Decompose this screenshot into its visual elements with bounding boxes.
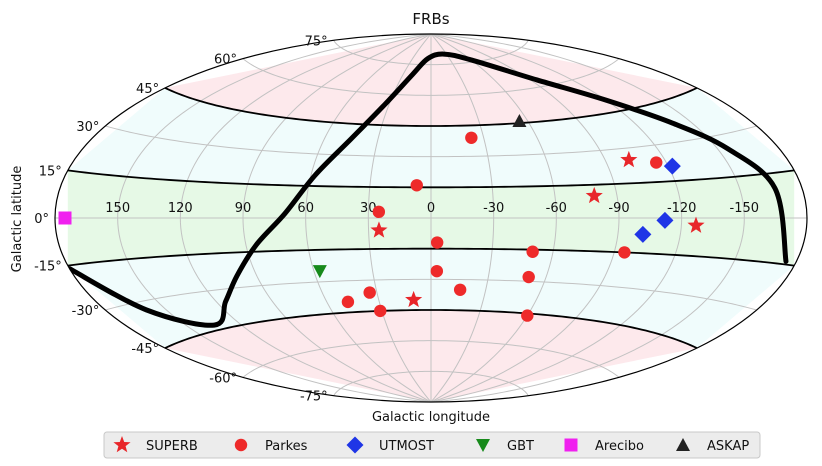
y-tick-label: 60° <box>214 53 237 68</box>
boundary-curve <box>67 51 789 328</box>
superb-point <box>370 221 388 238</box>
x-tick-label: -30 <box>483 201 504 216</box>
legend-marker-arecibo <box>564 438 578 452</box>
band-edge <box>67 169 795 189</box>
meridian-line <box>430 34 620 402</box>
band-edge <box>164 87 698 127</box>
meridian-line <box>305 34 432 402</box>
frb-points <box>58 113 705 322</box>
parkes-point <box>374 304 387 318</box>
x-tick-label: -90 <box>608 201 629 216</box>
parkes-point <box>526 245 539 258</box>
band-edge <box>67 247 795 267</box>
askap-point <box>512 113 527 127</box>
x-axis-label: Galactic longitude <box>372 410 490 425</box>
legend-marker-superb <box>113 436 131 453</box>
parkes-point <box>341 295 355 309</box>
longitude-tick-labels: 150 120 90 60 30 0 -30 -60 -90 -120 -150 <box>105 201 759 216</box>
y-tick-label: -15° <box>34 260 62 275</box>
superb-point <box>585 186 603 204</box>
y-tick-label: 0° <box>34 212 49 227</box>
legend-marker-gbt <box>476 439 490 452</box>
legend: SUPERB Parkes UTMOST GBT Arecibo ASKAP <box>103 431 761 459</box>
y-axis-label: Galactic latitude <box>10 166 25 273</box>
y-tick-label: -60° <box>209 371 237 386</box>
legend-label-utmost: UTMOST <box>379 439 434 454</box>
gbt-point <box>312 265 327 279</box>
parkes-point <box>430 264 444 278</box>
x-tick-label: 120 <box>168 201 193 216</box>
legend-label-gbt: GBT <box>507 439 534 454</box>
band-edge-lines <box>67 87 795 349</box>
meridian-line <box>179 34 432 402</box>
legend-marker-parkes <box>234 438 248 452</box>
x-tick-label: 0 <box>427 201 435 216</box>
parkes-point <box>522 270 535 284</box>
latitude-tick-labels: 75° 60° 45° 30° 15° 0° -15° -30° -45° -60° -75° <box>34 34 328 404</box>
x-tick-label: -120 <box>667 201 697 216</box>
galactic-boundary-curve <box>67 51 789 328</box>
arecibo-point <box>58 211 72 225</box>
band-edge <box>164 309 698 349</box>
meridian-line <box>430 34 745 402</box>
meridian-line <box>242 34 432 402</box>
utmost-point <box>634 225 652 243</box>
legend-marker-askap <box>676 438 690 451</box>
parkes-point <box>410 179 423 192</box>
y-tick-label: -75° <box>300 390 328 405</box>
parkes-point <box>465 131 478 145</box>
y-tick-label: 15° <box>39 164 62 179</box>
x-tick-label: -60 <box>546 201 567 216</box>
parkes-point <box>430 236 444 249</box>
x-tick-label: -150 <box>730 201 760 216</box>
parkes-point <box>372 205 386 219</box>
parkes-point <box>521 309 534 322</box>
chart-title: FRBs <box>412 10 449 28</box>
meridian-line <box>430 34 557 402</box>
x-tick-label: 90 <box>235 201 252 216</box>
y-tick-label: -30° <box>72 304 100 319</box>
parkes-point <box>453 283 467 296</box>
y-tick-label: 45° <box>136 82 159 97</box>
y-tick-label: 75° <box>305 34 328 49</box>
legend-marker-utmost <box>346 436 364 454</box>
parkes-point <box>618 246 631 259</box>
legend-label-arecibo: Arecibo <box>595 439 644 454</box>
legend-label-askap: ASKAP <box>707 439 749 454</box>
meridian-line <box>117 34 432 402</box>
superb-point <box>687 216 705 233</box>
map-outline <box>54 33 808 403</box>
parkes-point <box>363 286 376 299</box>
utmost-point <box>656 211 674 229</box>
meridian-line <box>430 34 495 402</box>
superb-point <box>620 150 638 168</box>
parkes-point <box>650 156 663 169</box>
utmost-point <box>663 157 681 175</box>
x-tick-label: 150 <box>105 201 130 216</box>
legend-label-parkes: Parkes <box>265 439 308 454</box>
y-tick-label: -45° <box>131 342 159 357</box>
legend-box <box>103 431 761 459</box>
x-tick-label: 60 <box>297 201 314 216</box>
meridian-line <box>430 34 683 402</box>
legend-label-superb: SUPERB <box>146 439 198 454</box>
superb-point <box>405 290 423 308</box>
x-tick-label: 30 <box>360 201 377 216</box>
y-tick-label: 30° <box>76 120 99 135</box>
